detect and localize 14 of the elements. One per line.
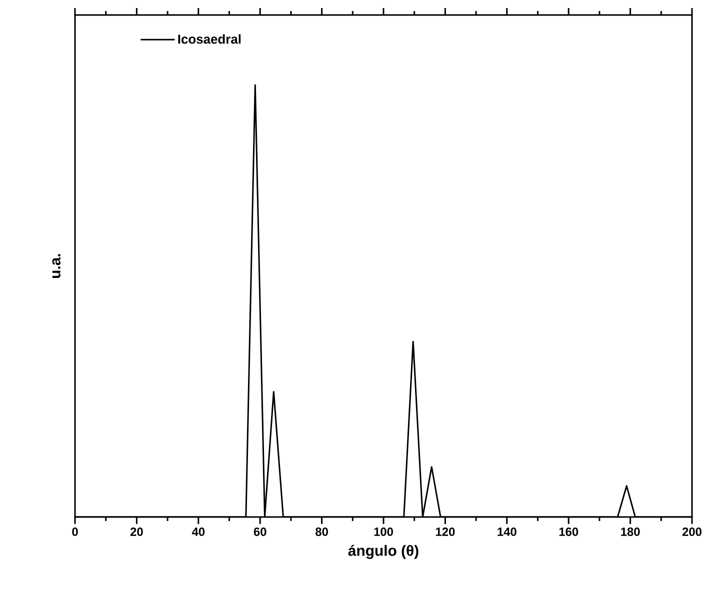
x-tick-label: 160	[559, 528, 578, 536]
x-tick-label: 100	[374, 528, 393, 536]
x-tick-label: 80	[316, 528, 328, 536]
x-tick-label: 120	[436, 528, 455, 536]
x-tick-label: 20	[130, 528, 143, 536]
y-axis-title: u.a.	[52, 254, 60, 278]
x-tick-label: 40	[192, 528, 205, 536]
x-tick-label: 140	[498, 528, 516, 536]
x-tick-label: 180	[621, 528, 640, 536]
legend-label: Icosaedral	[178, 34, 241, 44]
x-tick-label: 60	[254, 528, 266, 536]
x-tick-label: 200	[682, 528, 702, 536]
x-axis-title: ángulo (θ)	[348, 544, 418, 559]
x-tick-label: 0	[72, 528, 78, 536]
